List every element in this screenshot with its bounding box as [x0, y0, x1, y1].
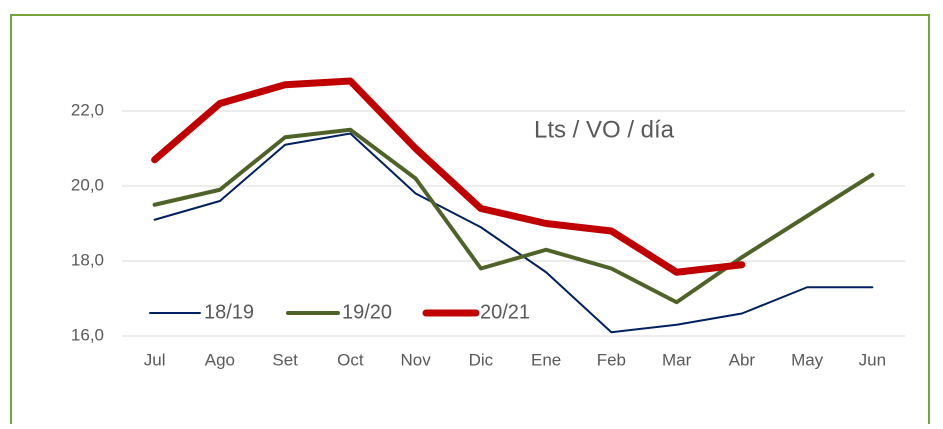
series-line: [151, 77, 746, 276]
x-tick-label: Abr: [729, 350, 756, 369]
x-tick-label: Mar: [662, 350, 692, 369]
y-tick-label: 16,0: [71, 325, 104, 344]
y-tick-label: 22,0: [71, 100, 104, 119]
x-tick-label: Ago: [205, 350, 235, 369]
legend-label: 19/20: [342, 301, 392, 323]
annotation: Lts / VO / día: [534, 116, 675, 143]
series-line: [152, 127, 875, 305]
y-tick-label: 18,0: [71, 250, 104, 269]
legend-label: 18/19: [204, 301, 254, 323]
x-tick-label: Feb: [597, 350, 626, 369]
legend-label: 20/21: [480, 301, 530, 323]
x-tick-label: Jun: [859, 350, 886, 369]
x-tick-label: Nov: [401, 350, 432, 369]
x-tick-label: Oct: [337, 350, 364, 369]
series-line: [153, 132, 874, 334]
y-tick-label: 20,0: [71, 175, 104, 194]
x-tick-label: May: [791, 350, 824, 369]
x-tick-label: Jul: [144, 350, 166, 369]
x-tick-label: Ene: [531, 350, 561, 369]
x-tick-label: Set: [272, 350, 298, 369]
x-tick-label: Dic: [469, 350, 494, 369]
